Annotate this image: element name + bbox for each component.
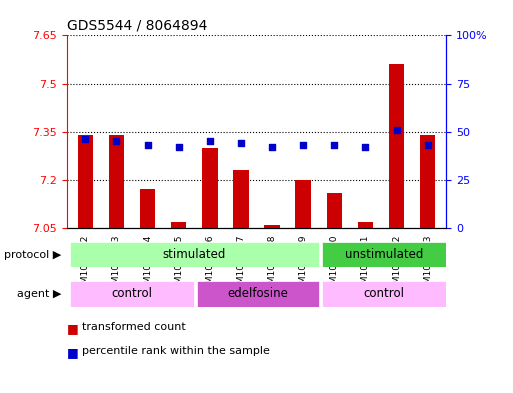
Bar [77,135,93,228]
Point [144,142,152,148]
Text: control: control [364,287,405,300]
Text: ■: ■ [67,346,78,359]
Point [206,138,214,144]
Bar [70,281,194,307]
Point [112,138,121,144]
Bar [420,135,436,228]
Bar [70,242,319,267]
Point [361,144,369,150]
Bar [202,148,218,228]
Bar [322,242,446,267]
Text: ■: ■ [67,322,78,335]
Text: unstimulated: unstimulated [345,248,423,261]
Bar [233,170,249,228]
Point [299,142,307,148]
Bar [358,222,373,228]
Text: agent ▶: agent ▶ [17,289,62,299]
Text: GDS5544 / 8064894: GDS5544 / 8064894 [67,19,207,33]
Bar [322,281,446,307]
Bar [140,189,155,228]
Text: edelfosine: edelfosine [228,287,288,300]
Point [268,144,276,150]
Point [424,142,432,148]
Bar [171,222,187,228]
Point [330,142,339,148]
Text: stimulated: stimulated [163,248,226,261]
Bar [198,281,319,307]
Bar [109,135,124,228]
Bar [389,64,404,228]
Text: control: control [111,287,152,300]
Bar [295,180,311,228]
Text: protocol ▶: protocol ▶ [4,250,62,260]
Text: transformed count: transformed count [82,322,186,332]
Bar [264,225,280,228]
Bar [326,193,342,228]
Point [392,127,401,133]
Point [174,144,183,150]
Point [81,136,89,143]
Point [237,140,245,146]
Text: percentile rank within the sample: percentile rank within the sample [82,346,270,356]
